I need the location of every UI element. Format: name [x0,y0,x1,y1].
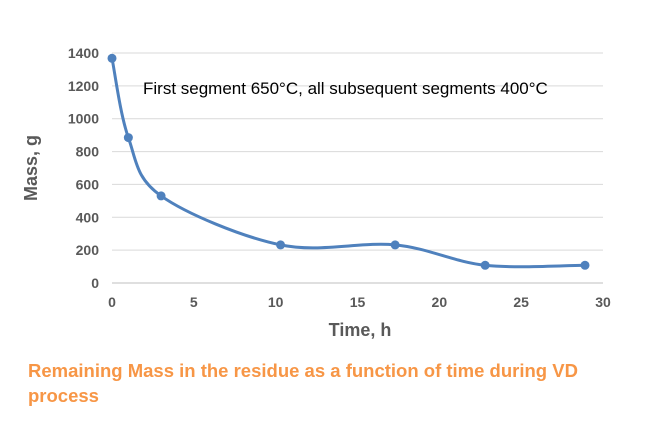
x-axis-ticks: 0 5 10 15 20 25 30 [108,294,611,310]
y-tick-label: 800 [76,144,100,160]
x-tick-label: 0 [108,294,116,310]
data-point [480,260,490,270]
line-chart: 0 200 400 600 800 1000 1200 1400 0 5 10 15 20 25 30 F… [21,45,611,340]
grid-lines [112,52,603,251]
y-tick-label: 1200 [68,78,99,94]
y-tick-label: 1400 [68,45,99,61]
data-point [123,133,133,143]
y-tick-label: 200 [76,242,100,258]
y-tick-label: 600 [76,176,100,192]
y-axis-ticks: 0 200 400 600 800 1000 1200 1400 [68,45,99,291]
y-tick-label: 400 [76,209,100,225]
y-tick-label: 1000 [68,111,99,127]
x-tick-label: 25 [513,294,529,310]
data-point [156,191,166,201]
data-point [107,53,117,63]
y-tick-label: 0 [91,275,99,291]
figure-caption: Remaining Mass in the residue as a funct… [28,360,578,406]
x-tick-label: 15 [350,294,366,310]
x-tick-label: 10 [268,294,284,310]
x-tick-label: 5 [190,294,198,310]
data-point [390,240,400,250]
chart-annotation: First segment 650°C, all subsequent segm… [143,79,548,98]
data-points [107,53,590,270]
x-tick-label: 30 [595,294,611,310]
x-axis-label: Time, h [329,320,392,340]
data-point [276,240,286,250]
data-point [580,260,590,270]
x-tick-label: 20 [432,294,448,310]
y-axis-label: Mass, g [21,135,41,201]
